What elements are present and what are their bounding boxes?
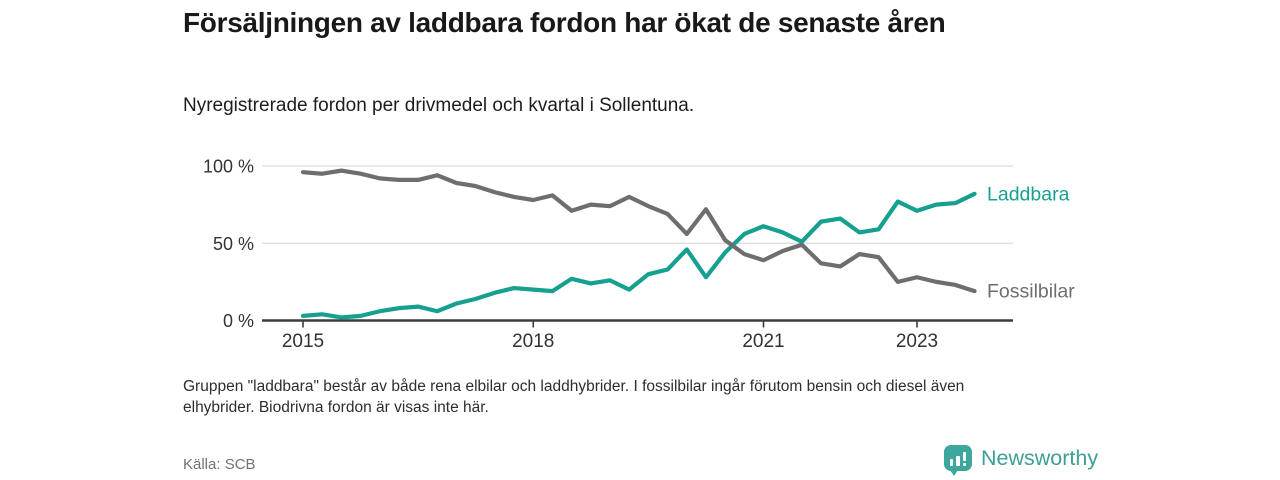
x-tick-label: 2018 — [512, 331, 554, 352]
footnote-line-1: Gruppen "laddbara" består av både rena e… — [183, 378, 965, 395]
page-subtitle: Nyregistrerade fordon per drivmedel och … — [183, 95, 695, 116]
brand-name: Newsworthy — [981, 445, 1099, 470]
x-tick-label: 2023 — [896, 331, 938, 352]
x-tick-label: 2015 — [282, 331, 324, 352]
page-title: Försäljningen av laddbara fordon har öka… — [183, 7, 946, 38]
laddbara-line — [300, 191, 977, 320]
fossilbilar-line — [300, 168, 977, 294]
logo-bar-short — [949, 459, 954, 466]
y-tick-label: 0 % — [223, 311, 254, 331]
logo-bar-tall — [956, 456, 960, 466]
footnote-line-2: elhybrider. Biodrivna fordon är visas in… — [183, 399, 489, 416]
y-tick-label: 100 % — [203, 157, 254, 177]
chart-footnote: Gruppen "laddbara" består av både rena e… — [183, 376, 1103, 418]
y-tick-label: 50 % — [213, 234, 254, 254]
x-tick-label: 2021 — [742, 331, 784, 352]
newsworthy-brand: Newsworthy — [944, 445, 1099, 476]
source-label: Källa: SCB — [183, 456, 256, 473]
logo-exclamation — [962, 451, 967, 466]
newsworthy-logo-icon — [944, 445, 972, 476]
fossilbilar-label: Fossilbilar — [987, 281, 1075, 303]
laddbara-label: Laddbara — [987, 183, 1070, 205]
